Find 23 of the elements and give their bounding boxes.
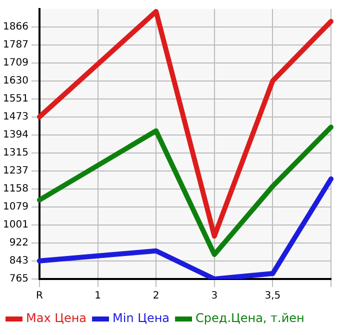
y-tick-label: 1394	[2, 130, 28, 141]
y-tick-label: 1237	[2, 166, 28, 176]
x-tick-label: 1	[94, 290, 101, 302]
x-tick-label: 3,5	[264, 290, 281, 302]
legend-label: Min Цена	[112, 311, 170, 326]
y-tick-label: 843	[9, 256, 28, 267]
y-tick-label: 1079	[2, 202, 28, 213]
legend-label: Max Цена	[26, 311, 87, 326]
y-tick-label: 1158	[2, 184, 28, 195]
x-tick-label: 3	[211, 290, 218, 302]
y-tick-label: 1787	[2, 40, 28, 51]
y-tick-label: 1866	[2, 21, 28, 32]
y-tick-label: 1709	[2, 57, 28, 68]
y-tick-label: 922	[9, 238, 28, 249]
y-tick-label: 1551	[2, 94, 28, 105]
y-tick-label: 1630	[2, 76, 28, 86]
y-tick-label: 1315	[2, 148, 28, 159]
y-tick-label: 1473	[2, 111, 28, 122]
legend-label: Сред.Цена, т.йен	[196, 311, 304, 326]
x-tick-label: 2	[152, 290, 160, 302]
y-tick-label: 1001	[2, 220, 28, 231]
x-tick-label: R	[36, 290, 43, 302]
y-tick-label: 765	[9, 274, 28, 285]
